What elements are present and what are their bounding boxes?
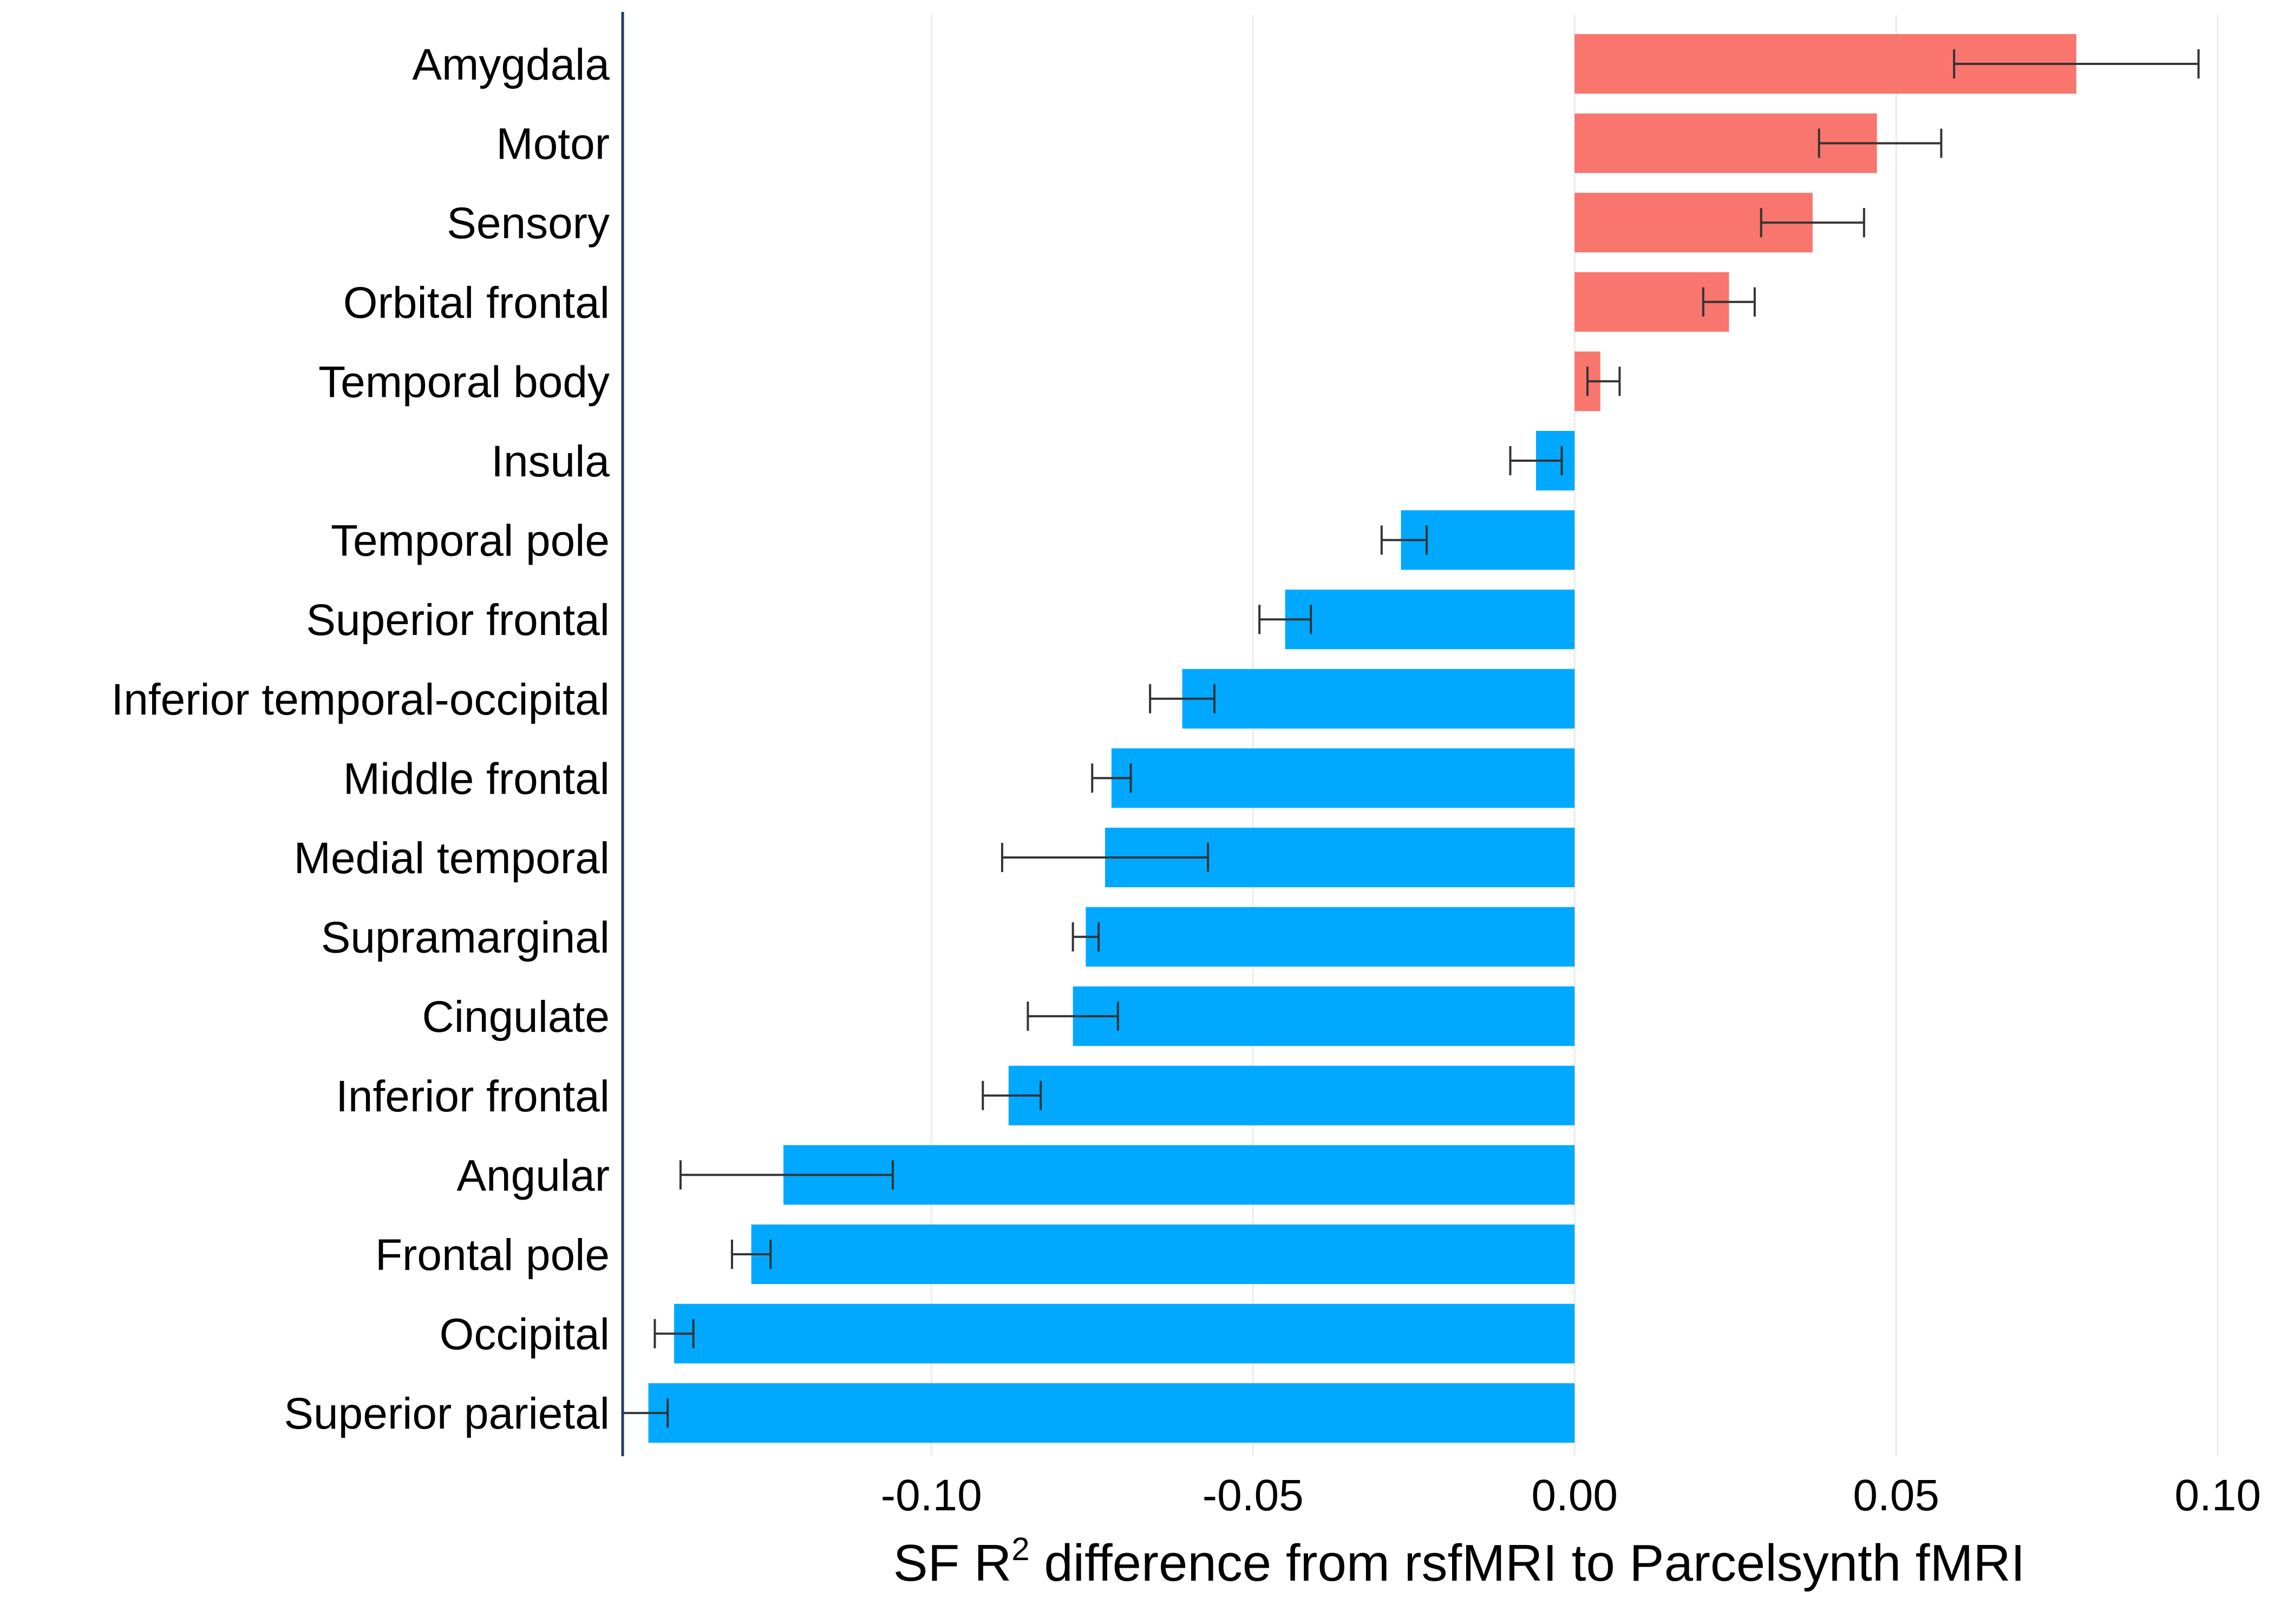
x-tick-labels: -0.10 -0.05 0.00 0.05 0.10 [881,1471,2261,1520]
category-label-sensory: Sensory [447,199,610,248]
category-label-angular: Angular [456,1151,610,1200]
error-bar-temporal-pole [1380,525,1428,555]
error-bar-sensory [1760,208,1865,238]
bar-supramarginal [1086,907,1575,967]
error-bar-temporal-body [1586,366,1621,396]
error-bar-middle-frontal [1091,763,1132,793]
x-tick-label-0: -0.10 [881,1471,982,1520]
category-label-amygdala: Amygdala [412,40,610,89]
bar-occipital [674,1304,1575,1364]
x-tick-label-1: -0.05 [1203,1471,1304,1520]
error-bar-amygdala [1953,49,2200,78]
category-label-supramarginal: Supramarginal [321,913,610,962]
bar-cingulate [1073,986,1575,1046]
grid-lines [930,15,2219,1456]
error-bar-occipital [654,1319,695,1348]
bar-temporal-pole [1401,510,1575,570]
error-bars [622,49,2200,1428]
category-label-superior-parietal: Superior parietal [284,1389,610,1438]
error-bar-inferior-temporal-occipital [1149,684,1216,713]
bar-frontal-pole [751,1224,1575,1284]
x-tick-label-3: 0.05 [1853,1471,1939,1520]
category-label-orbital-frontal: Orbital frontal [343,278,610,328]
category-label-occipital: Occipital [440,1310,610,1359]
bar-inferior-temporal-occipital [1182,669,1575,729]
error-bar-medial-temporal [1001,843,1210,872]
category-label-inferior-frontal: Inferior frontal [336,1072,610,1121]
error-bar-cingulate [1027,1001,1119,1031]
category-label-temporal-body: Temporal body [318,357,610,407]
error-bar-angular [679,1160,894,1190]
category-label-frontal-pole: Frontal pole [375,1230,610,1280]
error-bar-supramarginal [1071,922,1100,952]
category-label-temporal-pole: Temporal pole [331,516,610,566]
bar-superior-frontal [1285,590,1575,650]
category-label-middle-frontal: Middle frontal [343,754,610,803]
error-bar-insula [1509,446,1563,475]
category-label-superior-frontal: Superior frontal [306,595,610,645]
x-tick-label-2: 0.00 [1531,1471,1618,1520]
x-axis-title-superscript: 2 [1011,1531,1029,1567]
category-label-insula: Insula [491,437,610,486]
error-bar-motor [1818,128,1943,158]
bar-superior-parietal [648,1383,1575,1443]
error-bar-orbital-frontal [1702,287,1756,317]
error-bar-inferior-frontal [982,1081,1042,1110]
category-labels: Amygdala Motor Sensory Orbital frontal Tempo… [111,40,610,1438]
x-axis-title-main: SF R [893,1534,1012,1592]
bars [648,34,2076,1443]
error-bar-superior-frontal [1258,605,1312,634]
x-axis-title-rest: difference from rsfMRI to Parcelsynth fM… [1030,1534,2025,1592]
category-label-medial-temporal: Medial temporal [294,834,610,883]
category-label-motor: Motor [496,120,610,169]
category-label-inferior-temporal-occipital: Inferior temporal-occipital [111,675,610,724]
error-bar-frontal-pole [730,1240,772,1269]
category-label-cingulate: Cingulate [422,992,610,1042]
x-axis-title: SF R2 difference from rsfMRI to Parcelsy… [893,1531,2025,1592]
bar-inferior-frontal [1008,1065,1575,1125]
bar-middle-frontal [1111,748,1575,808]
x-tick-label-4: 0.10 [2174,1471,2261,1520]
bar-angular [783,1145,1575,1205]
